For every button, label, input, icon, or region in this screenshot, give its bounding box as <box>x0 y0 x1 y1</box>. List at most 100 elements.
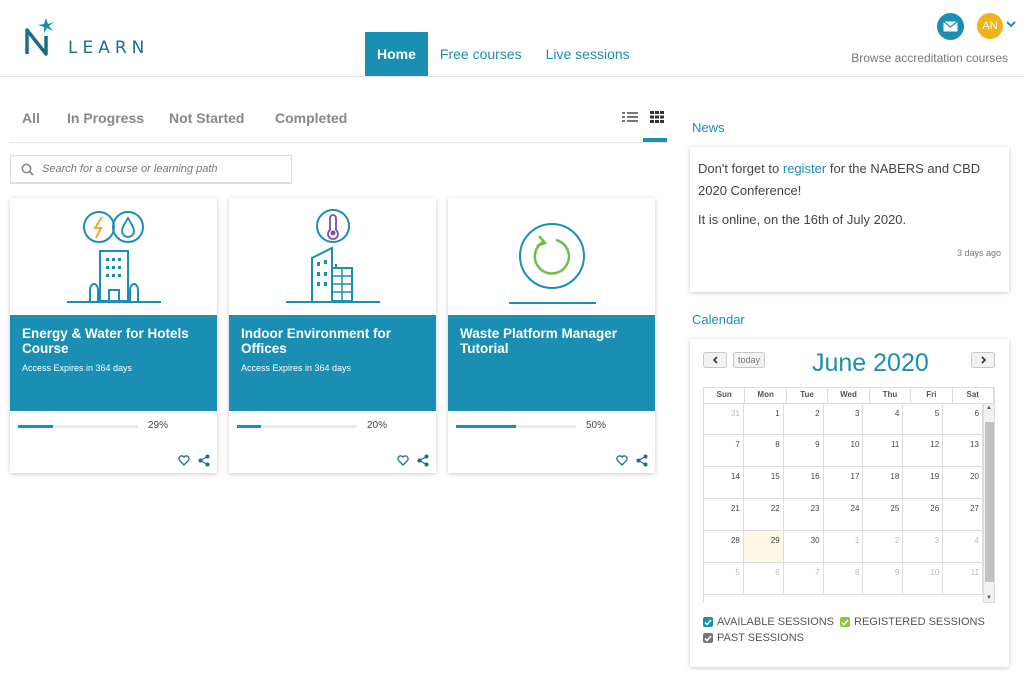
course-title[interactable]: Indoor Environment for Offices <box>241 326 391 356</box>
weekday-label: Sun <box>704 388 746 403</box>
calendar-panel: today June 2020 Sun Mon Tue Wed Thu Fri … <box>690 339 1009 667</box>
calendar-day[interactable]: 13 <box>943 435 984 466</box>
calendar-day[interactable]: 10 <box>824 435 864 466</box>
nav-live-sessions[interactable]: Live sessions <box>545 46 630 62</box>
calendar-day[interactable]: 5 <box>704 563 744 594</box>
calendar-day[interactable]: 20 <box>943 467 984 498</box>
filter-in-progress[interactable]: In Progress <box>67 110 145 126</box>
legend-registered: REGISTERED SESSIONS <box>840 616 985 628</box>
course-card[interactable]: Energy & Water for Hotels Course Access … <box>10 198 217 473</box>
calendar-day[interactable]: 11 <box>863 435 904 466</box>
office-thermometer-icon <box>286 209 380 303</box>
scroll-up-icon[interactable]: ▲ <box>986 405 992 411</box>
calendar-day[interactable]: 14 <box>704 467 744 498</box>
course-search[interactable] <box>10 155 292 184</box>
calendar-day[interactable]: 7 <box>784 563 824 594</box>
chevron-down-icon[interactable] <box>1006 19 1016 29</box>
checkbox-icon[interactable] <box>840 617 850 627</box>
heart-icon[interactable] <box>178 455 190 466</box>
calendar-day[interactable]: 1 <box>744 404 784 434</box>
calendar-day[interactable]: 6 <box>943 404 984 434</box>
calendar-scrollbar[interactable]: ▲ ▼ <box>983 403 995 603</box>
calendar-day[interactable]: 6 <box>744 563 784 594</box>
calendar-day[interactable]: 3 <box>824 404 864 434</box>
calendar-day[interactable]: 8 <box>824 563 864 594</box>
calendar-day[interactable]: 1 <box>824 531 864 562</box>
calendar-day[interactable]: 12 <box>903 435 944 466</box>
messages-button[interactable] <box>937 13 964 40</box>
calendar-day[interactable]: 16 <box>784 467 824 498</box>
share-icon[interactable] <box>636 454 648 467</box>
progress-bar <box>456 425 576 428</box>
calendar-month: June 2020 <box>812 349 929 377</box>
scroll-thumb[interactable] <box>985 422 994 582</box>
calendar-day[interactable]: 21 <box>704 499 744 530</box>
calendar-day[interactable]: 15 <box>744 467 784 498</box>
calendar-day[interactable]: 3 <box>903 531 944 562</box>
active-view-indicator <box>643 138 667 142</box>
calendar-day[interactable]: 29 <box>743 531 784 562</box>
calendar-day[interactable]: 31 <box>704 404 744 434</box>
calendar-day[interactable]: 27 <box>943 499 984 530</box>
learn-logo[interactable] <box>24 16 164 60</box>
calendar-week-row: 21 22 23 24 25 26 27 <box>704 499 984 531</box>
calendar-day[interactable]: 22 <box>744 499 784 530</box>
course-card[interactable]: Indoor Environment for Offices Access Ex… <box>229 198 436 473</box>
calendar-day[interactable]: 18 <box>863 467 904 498</box>
nav-home[interactable]: Home <box>365 32 428 76</box>
calendar-day[interactable]: 24 <box>824 499 864 530</box>
course-card[interactable]: Waste Platform Manager Tutorial 50% <box>448 198 655 473</box>
calendar-day[interactable]: 2 <box>784 404 824 434</box>
course-banner: Indoor Environment for Offices Access Ex… <box>229 315 436 411</box>
calendar-day[interactable]: 28 <box>704 531 744 562</box>
calendar-day[interactable]: 5 <box>903 404 944 434</box>
heart-icon[interactable] <box>397 455 409 466</box>
grid-icon[interactable] <box>649 110 665 124</box>
filter-all[interactable]: All <box>22 110 40 126</box>
weekday-label: Wed <box>828 388 870 403</box>
filter-not-started[interactable]: Not Started <box>169 110 245 126</box>
next-month-button[interactable] <box>971 352 995 368</box>
top-header: LEARN Home Free courses Live sessions AN… <box>0 0 1024 77</box>
calendar-day[interactable]: 11 <box>943 563 984 594</box>
share-icon[interactable] <box>417 454 429 467</box>
user-avatar[interactable]: AN <box>977 13 1003 39</box>
legend-available: AVAILABLE SESSIONS <box>703 616 834 628</box>
heart-icon[interactable] <box>616 455 628 466</box>
calendar-day[interactable]: 10 <box>903 563 944 594</box>
calendar-day[interactable]: 19 <box>903 467 944 498</box>
calendar-day[interactable]: 25 <box>863 499 904 530</box>
calendar-day[interactable]: 30 <box>784 531 824 562</box>
course-title[interactable]: Waste Platform Manager Tutorial <box>460 326 618 356</box>
calendar-day[interactable]: 17 <box>824 467 864 498</box>
checkbox-icon[interactable] <box>703 633 713 643</box>
nav-free-courses[interactable]: Free courses <box>439 46 522 62</box>
today-button[interactable]: today <box>733 352 765 368</box>
browse-accreditation-link[interactable]: Browse accreditation courses <box>851 51 1008 65</box>
course-title[interactable]: Energy & Water for Hotels Course <box>22 326 189 356</box>
calendar-week-row: 7 8 9 10 11 12 13 <box>704 435 984 467</box>
checkbox-icon[interactable] <box>703 617 713 627</box>
calendar-day[interactable]: 2 <box>863 531 904 562</box>
logo-text: LEARN <box>68 38 150 58</box>
calendar-day[interactable]: 4 <box>863 404 904 434</box>
list-icon[interactable] <box>622 110 638 124</box>
calendar-week-row: 28 29 30 1 2 3 4 <box>704 531 984 563</box>
main-nav: Home Free courses Live sessions <box>365 32 642 76</box>
access-expiry: Access Expires in 364 days <box>22 363 133 373</box>
prev-month-button[interactable] <box>703 352 727 368</box>
register-link[interactable]: register <box>782 161 827 176</box>
calendar-day[interactable]: 26 <box>903 499 944 530</box>
scroll-down-icon[interactable]: ▼ <box>986 595 992 601</box>
filter-completed[interactable]: Completed <box>275 110 348 126</box>
calendar-day[interactable]: 23 <box>784 499 824 530</box>
news-text: Don't forget to <box>698 161 783 176</box>
calendar-day[interactable]: 9 <box>784 435 824 466</box>
share-icon[interactable] <box>198 454 210 467</box>
calendar-day[interactable]: 8 <box>744 435 784 466</box>
search-input[interactable] <box>42 163 282 175</box>
calendar-day[interactable]: 7 <box>704 435 744 466</box>
calendar-day[interactable]: 9 <box>863 563 904 594</box>
chevron-right-icon <box>980 356 986 364</box>
calendar-day[interactable]: 4 <box>943 531 984 562</box>
